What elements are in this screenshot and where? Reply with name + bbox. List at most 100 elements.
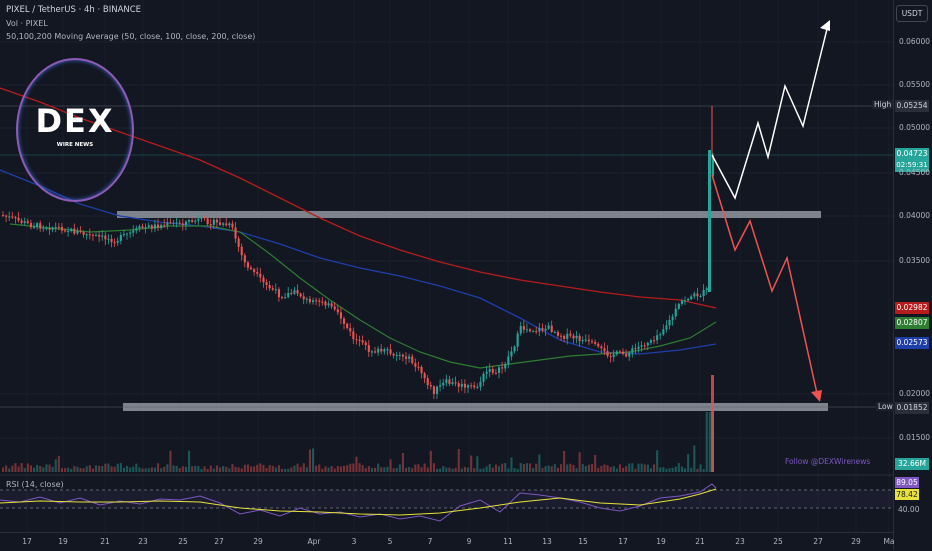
candle-body	[225, 223, 228, 226]
volume-bar	[625, 466, 628, 472]
volume-bar	[203, 466, 206, 472]
volume-bar	[656, 450, 659, 472]
candle-body	[17, 217, 20, 221]
volume-bar	[501, 463, 504, 472]
candle-body	[560, 335, 563, 337]
candle-body	[64, 230, 67, 232]
candlestick-series[interactable]	[2, 106, 714, 400]
volume-bar	[708, 412, 711, 472]
candle-body	[333, 306, 336, 310]
candle-body	[699, 295, 702, 297]
symbol-title[interactable]: PIXEL / TetherUS · 4h · BINANCE	[6, 5, 142, 15]
volume-bar	[380, 467, 383, 472]
rsi-value-label: 89.05	[895, 477, 919, 488]
currency-button[interactable]: USDT	[896, 5, 928, 22]
ma100-line	[0, 169, 717, 355]
current-price-value: 0.04723	[896, 149, 928, 158]
rsi-indicator-label[interactable]: RSI (14, close)	[6, 480, 64, 489]
volume-bar	[631, 463, 634, 472]
candle-body	[290, 292, 293, 294]
volume-bar	[367, 466, 370, 472]
volume-bar	[522, 463, 525, 472]
volume-bar	[20, 463, 23, 472]
price-tick-label: 0.04000	[899, 211, 931, 220]
time-axis[interactable]	[0, 532, 893, 551]
logo-subtext: WIRE NEWS	[56, 142, 94, 148]
candle-body	[277, 289, 280, 298]
volume-bar	[333, 468, 336, 472]
volume-bar	[293, 465, 296, 472]
candle-body	[361, 340, 364, 343]
volume-bar	[451, 468, 454, 472]
candle-body	[188, 220, 191, 222]
volume-bar	[141, 468, 144, 472]
candle-body	[618, 351, 621, 353]
follow-watermark: Follow @DEXWirenews	[785, 457, 871, 466]
volume-bar	[544, 466, 547, 472]
dex-logo: DEX WIRE NEWS	[16, 58, 134, 202]
candle-body	[426, 378, 429, 386]
ma50-value-label: 0.02807	[895, 317, 929, 329]
volume-bar	[122, 467, 125, 472]
volume-bar	[250, 466, 253, 472]
candle-body	[414, 363, 417, 367]
volume-bar	[575, 468, 578, 472]
candle-body	[637, 346, 640, 349]
volume-indicator-label[interactable]: Vol · PIXEL	[6, 19, 48, 28]
candle-body	[370, 351, 373, 353]
volume-bar	[268, 465, 271, 472]
time-tick-label: 21	[695, 537, 705, 546]
volume-bar	[649, 468, 652, 472]
volume-bar	[166, 464, 169, 472]
candle-body	[550, 325, 553, 332]
volume-bar	[364, 468, 367, 472]
volume-bar	[188, 450, 191, 472]
time-tick-label: 25	[773, 537, 783, 546]
volume-bar	[699, 464, 702, 472]
candle-body	[178, 222, 181, 224]
candle-body	[219, 222, 222, 225]
candle-body	[535, 331, 538, 333]
candle-body	[312, 300, 315, 303]
volume-bar	[550, 466, 553, 472]
volume-bar	[225, 466, 228, 472]
volume-bar	[26, 463, 29, 472]
candle-body	[501, 367, 504, 369]
candle-body	[541, 328, 544, 331]
candle-body	[609, 355, 612, 357]
bullish-arrow-head-icon	[820, 20, 830, 31]
candle-body	[556, 331, 559, 336]
volume-bar	[290, 467, 293, 472]
volume-bar	[212, 468, 215, 472]
candle-body	[429, 385, 432, 387]
time-tick-label: 19	[58, 537, 68, 546]
volume-bar	[519, 463, 522, 472]
volume-bar	[60, 468, 63, 472]
volume-bar	[615, 468, 618, 472]
volume-bar	[95, 465, 98, 472]
volume-bar	[643, 464, 646, 472]
candle-body	[587, 339, 590, 342]
candle-body	[538, 328, 541, 332]
moving-average-indicator-label[interactable]: 50,100,200 Moving Average (50, close, 10…	[6, 32, 256, 41]
price-tick-label: 0.03500	[899, 256, 931, 265]
volume-bar	[609, 467, 612, 472]
volume-bar	[110, 466, 113, 472]
candle-body	[665, 325, 668, 330]
volume-bar	[668, 468, 671, 472]
volume-bar	[677, 463, 680, 472]
volume-bar	[259, 463, 262, 472]
candle-body	[380, 348, 383, 352]
candle-body	[228, 223, 231, 226]
price-tick-label: 0.02000	[899, 389, 931, 398]
candle-body	[144, 227, 147, 229]
candle-body	[392, 353, 395, 356]
resistance-zone[interactable]	[117, 211, 821, 218]
volume-bar	[470, 455, 473, 472]
volume-bar	[488, 464, 491, 472]
candle-body	[166, 222, 169, 226]
volume-bar	[308, 449, 311, 472]
candle-body	[147, 225, 150, 228]
candle-body	[293, 290, 296, 294]
